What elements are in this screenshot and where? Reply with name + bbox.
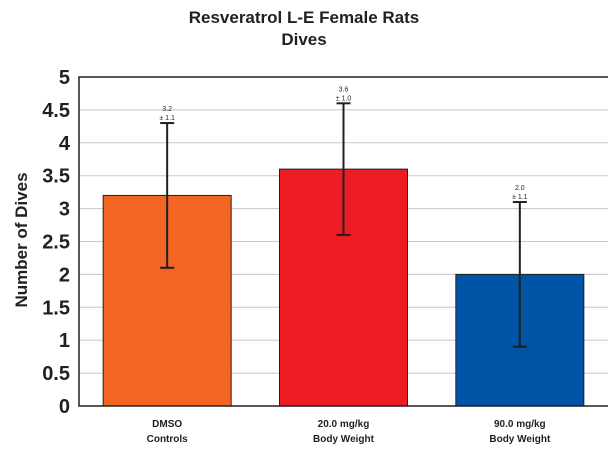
plot-frame (78, 76, 608, 407)
y-tick-label: 1.5 (42, 297, 70, 319)
chart-title: Resveratrol L-E Female Rats (188, 8, 420, 27)
y-tick-label: 2.5 (42, 232, 70, 254)
data-label-error: ± 1.1 (159, 115, 175, 122)
y-tick-label: 0 (59, 396, 70, 418)
y-tick-labels: 0 0.5 1 1.5 2 2.5 3 3.5 4 4.5 5 (42, 67, 71, 418)
y-axis-title: Number of Dives (12, 172, 31, 307)
y-tick-label: 4.5 (42, 100, 70, 122)
data-label-error: ± 1.0 (336, 95, 352, 102)
x-tick-label: Body Weight (489, 434, 551, 445)
error-bars (160, 102, 527, 348)
y-tick-label: 3.5 (42, 166, 70, 188)
y-tick-label: 2 (59, 264, 70, 286)
y-tick-label: 3 (59, 199, 70, 221)
data-labels: 3.2 ± 1.1 3.6 ± 1.0 2.0 ± 1.1 (159, 86, 527, 201)
data-label-value: 3.2 (162, 106, 172, 113)
data-label-value: 2.0 (515, 185, 525, 192)
y-tick-label: 0.5 (42, 363, 70, 385)
x-tick-label: Body Weight (313, 434, 375, 445)
y-tick-label: 5 (59, 67, 70, 89)
chart-subtitle: Dives (281, 30, 327, 49)
data-label-value: 3.6 (339, 86, 349, 93)
y-tick-label: 1 (59, 330, 70, 352)
x-tick-label: DMSO (152, 419, 182, 430)
data-label-error: ± 1.1 (512, 194, 528, 201)
x-tick-labels: DMSO Controls 20.0 mg/kg Body Weight 90.0 mg… (147, 419, 551, 445)
x-tick-label: 20.0 mg/kg (318, 419, 370, 430)
x-tick-label: Controls (147, 434, 189, 445)
x-tick-label: 90.0 mg/kg (494, 419, 546, 430)
y-tick-label: 4 (59, 133, 71, 155)
